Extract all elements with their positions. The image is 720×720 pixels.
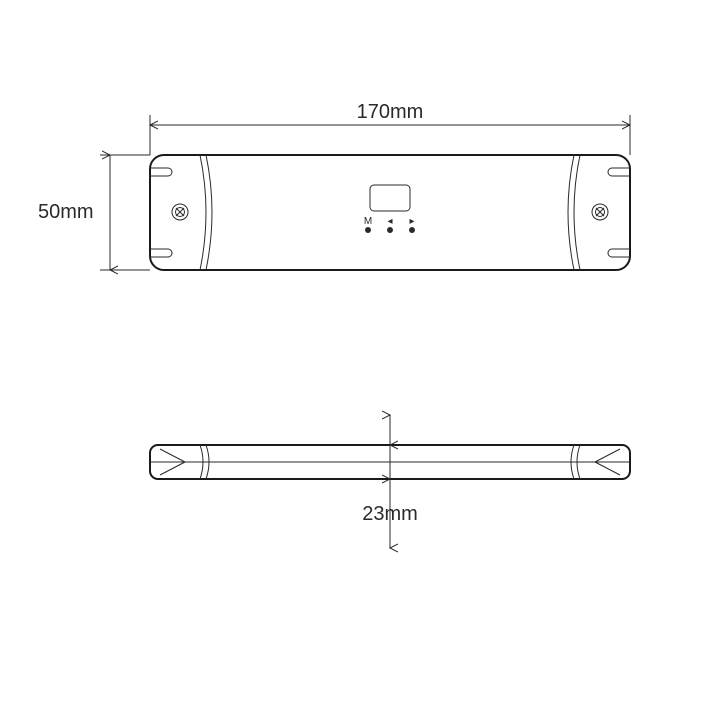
button-left (387, 227, 393, 233)
dim-height-label: 50mm (38, 201, 94, 223)
button-m (365, 227, 371, 233)
button-m-label: M (364, 216, 372, 227)
top-view: M ◂ ▸ (150, 155, 630, 270)
dim-height: 50mm (38, 155, 150, 270)
screw-right (592, 204, 608, 220)
screw-left (172, 204, 188, 220)
dim-width-label: 170mm (357, 101, 424, 123)
button-left-label: ◂ (387, 216, 392, 227)
button-right (409, 227, 415, 233)
dim-width: 170mm (150, 101, 630, 155)
top-body-outline (150, 155, 630, 270)
dim-thickness-label: 23mm (362, 503, 418, 525)
button-right-label: ▸ (409, 216, 414, 227)
display-window (370, 185, 410, 211)
technical-drawing: M ◂ ▸ 170mm 50 (0, 0, 720, 720)
dim-thickness: 23mm (362, 415, 418, 548)
